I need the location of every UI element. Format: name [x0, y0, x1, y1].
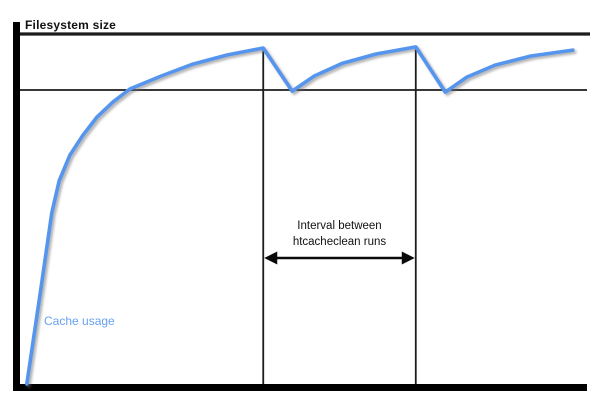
cache-usage-label: Cache usage — [44, 314, 115, 328]
interval-arrow-left-head-icon — [264, 251, 278, 265]
cache-usage-curve — [24, 45, 575, 386]
y-axis — [13, 22, 20, 391]
interval-annotation-line1: Interval between — [297, 220, 382, 232]
interval-annotation-line2: htcacheclean runs — [292, 235, 387, 248]
filesystem-size-label: Filesystem size — [25, 18, 117, 32]
interval-arrow — [264, 251, 415, 265]
interval-arrow-right-head-icon — [401, 251, 415, 265]
interval-annotation: Interval between htcacheclean runs — [263, 219, 416, 250]
x-axis — [13, 384, 587, 391]
